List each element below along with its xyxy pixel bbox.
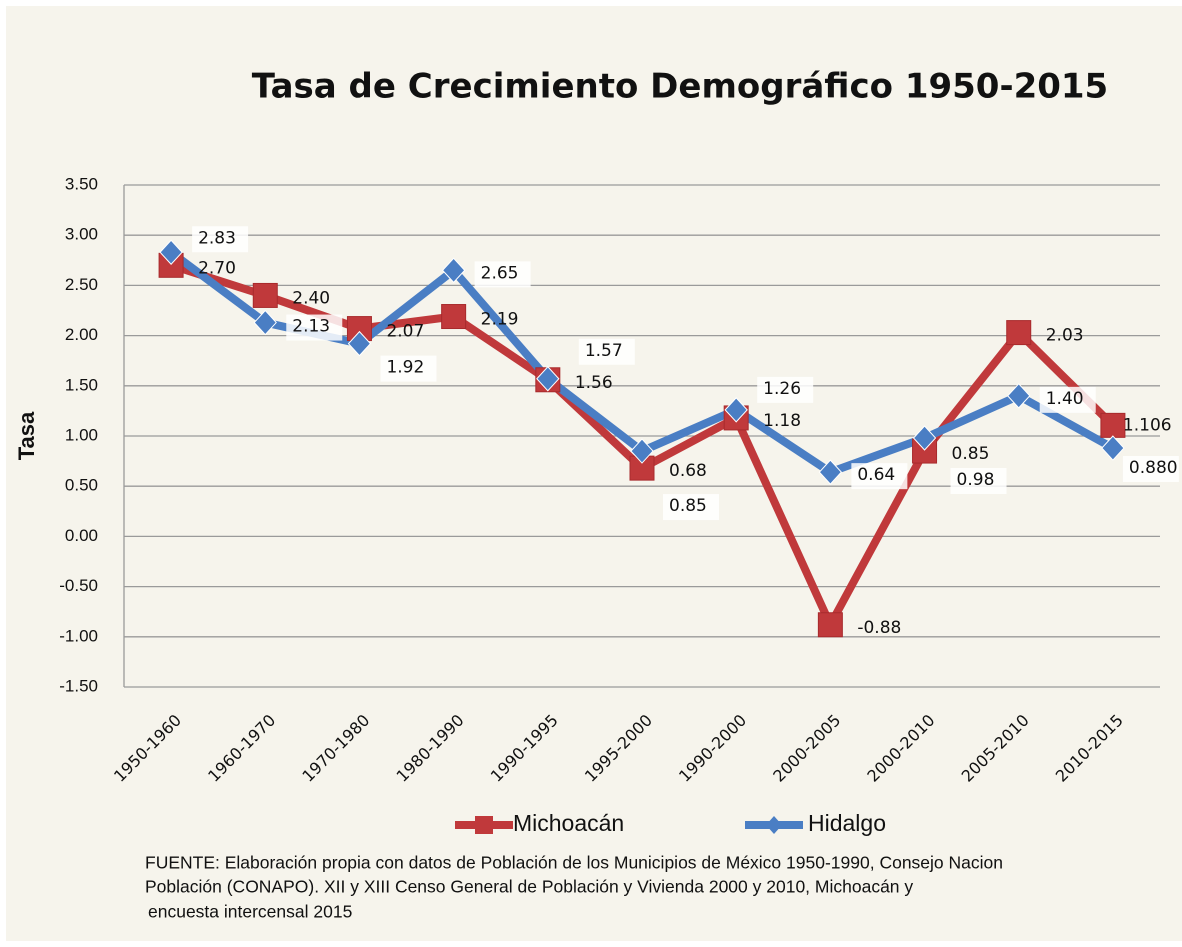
data-label: 1.57 xyxy=(585,341,623,361)
data-label: 0.880 xyxy=(1129,458,1178,478)
label-background xyxy=(1122,456,1179,483)
marker xyxy=(1100,412,1126,438)
marker xyxy=(1007,383,1031,409)
data-label: 2.03 xyxy=(1046,326,1084,346)
data-label: 1.40 xyxy=(1046,389,1084,409)
marker xyxy=(912,425,937,451)
data-label: 1.56 xyxy=(575,373,613,393)
marker xyxy=(817,612,843,638)
label-background xyxy=(578,338,635,365)
label-background xyxy=(380,355,437,382)
y-tick-label: 0.50 xyxy=(65,476,98,495)
marker xyxy=(252,282,278,308)
y-tick-label: -0.50 xyxy=(59,576,98,595)
data-label: 2.13 xyxy=(292,317,330,337)
marker xyxy=(1101,435,1125,461)
footnote: encuesta intercensal 2015 xyxy=(148,902,352,922)
marker xyxy=(441,257,466,284)
footnote: FUENTE: Elaboración propia con datos de … xyxy=(145,853,1003,873)
y-tick-label: 2.00 xyxy=(65,325,98,344)
marker xyxy=(818,459,843,485)
label-background xyxy=(950,468,1007,495)
data-label: 1.106 xyxy=(1123,415,1172,435)
y-tick-label: 3.00 xyxy=(65,225,98,244)
marker xyxy=(1006,320,1032,346)
data-label: 0.85 xyxy=(669,496,707,516)
data-label: 0.64 xyxy=(857,465,895,485)
legend-marker xyxy=(475,816,493,834)
data-label: 2.65 xyxy=(481,263,519,283)
marker xyxy=(441,304,467,330)
y-tick-label: 1.00 xyxy=(65,425,98,444)
data-label: 2.70 xyxy=(198,258,236,278)
data-label: 0.98 xyxy=(957,470,995,490)
marker xyxy=(536,366,560,392)
data-label: 2.07 xyxy=(386,322,424,342)
label-background xyxy=(474,261,531,288)
y-tick-label: 0.00 xyxy=(65,526,98,545)
marker xyxy=(630,438,654,464)
legend-label: Hidalgo xyxy=(808,810,886,836)
data-label: 1.92 xyxy=(386,358,424,378)
chart-title: Tasa de Crecimiento Demográfico 1950-201… xyxy=(252,67,1108,107)
y-tick-label: 1.50 xyxy=(65,375,98,394)
data-label: 2.19 xyxy=(481,310,519,330)
y-tick-label: -1.00 xyxy=(59,626,98,645)
data-label: 0.85 xyxy=(952,444,990,464)
data-label: 2.83 xyxy=(198,228,236,248)
label-background xyxy=(663,494,719,521)
y-axis-label: Tasa xyxy=(14,411,39,460)
marker xyxy=(912,438,938,464)
y-tick-label: -1.50 xyxy=(59,676,98,695)
y-tick-label: 3.50 xyxy=(65,174,98,193)
label-background xyxy=(851,463,908,490)
data-label: 1.26 xyxy=(763,379,801,399)
data-label: 1.18 xyxy=(763,411,801,431)
legend-marker xyxy=(766,816,782,834)
label-background xyxy=(1039,386,1096,413)
data-label: -0.88 xyxy=(857,618,901,638)
data-label: 2.40 xyxy=(292,288,330,308)
label-background xyxy=(286,314,343,341)
label-background xyxy=(757,376,814,403)
marker xyxy=(159,239,183,266)
footnote: Población (CONAPO). XII y XIII Censo Gen… xyxy=(145,877,913,897)
marker xyxy=(347,330,372,357)
label-background xyxy=(192,226,249,253)
y-tick-label: 2.50 xyxy=(65,275,98,294)
data-label: 0.68 xyxy=(669,461,707,481)
marker xyxy=(253,309,277,336)
marker xyxy=(724,397,748,423)
legend-label: Michoacán xyxy=(513,810,624,836)
